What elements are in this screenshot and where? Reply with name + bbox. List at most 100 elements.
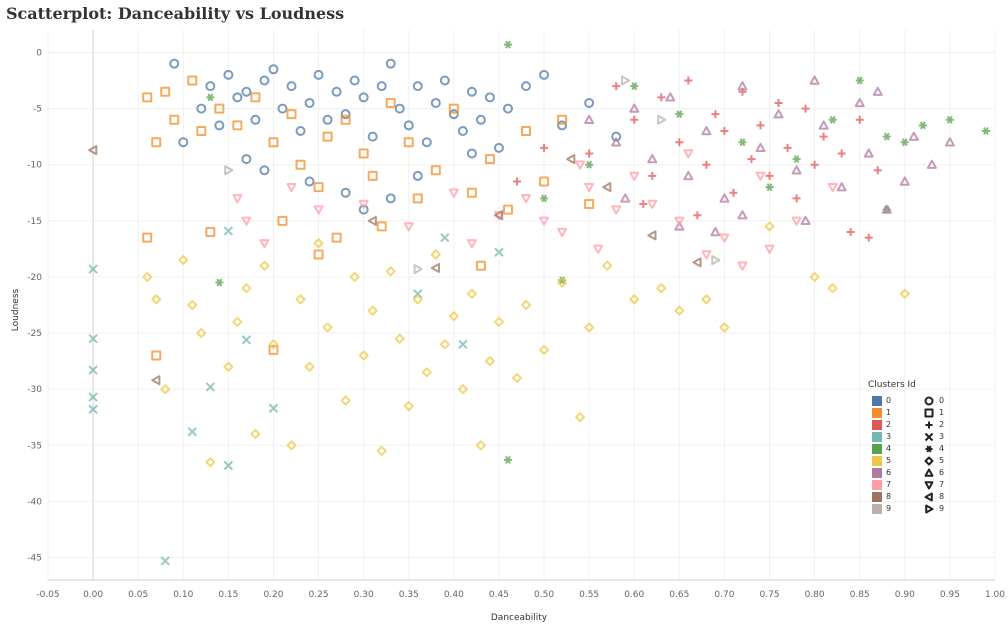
legend-marker (925, 504, 934, 514)
data-point-cluster-3 (241, 335, 252, 345)
data-point-cluster-5 (385, 266, 396, 277)
data-point-cluster-1 (521, 126, 532, 137)
data-point-cluster-1 (214, 103, 225, 114)
data-point-cluster-0 (286, 81, 297, 92)
data-point-cluster-1 (277, 215, 288, 226)
legend-shape-triangle-left-icon (924, 492, 933, 502)
data-point-cluster-2 (801, 104, 810, 113)
data-point-cluster-0 (484, 92, 495, 103)
data-point-cluster-0 (205, 81, 216, 92)
data-point-cluster-2 (837, 149, 846, 158)
data-point-cluster-2 (765, 171, 774, 180)
data-point-cluster-3 (440, 232, 450, 243)
legend-shape-label: 6 (939, 468, 945, 477)
data-point-cluster-0 (412, 81, 423, 92)
data-point-cluster-5 (295, 294, 306, 305)
legend-shape-triangle-right-icon (925, 504, 934, 514)
data-point-cluster-4 (945, 115, 954, 124)
x-tick-label: 0.25 (309, 590, 329, 600)
data-point-cluster-7 (647, 199, 658, 209)
legend-shape-asterisk-icon (925, 445, 933, 453)
data-point-cluster-7 (232, 194, 243, 204)
data-point-cluster-3 (160, 556, 170, 566)
data-point-cluster-2 (585, 149, 594, 158)
y-axis-title: Loudness (11, 288, 21, 331)
data-point-cluster-5 (674, 305, 685, 316)
data-point-cluster-4 (630, 82, 639, 91)
data-point-cluster-1 (313, 182, 324, 193)
data-point-cluster-7 (827, 182, 838, 193)
data-point-cluster-0 (403, 120, 414, 131)
data-point-cluster-7 (539, 216, 550, 226)
data-point-cluster-7 (403, 222, 414, 232)
data-point-cluster-5 (412, 294, 423, 305)
data-point-cluster-0 (241, 154, 252, 165)
data-point-cluster-3 (187, 427, 198, 437)
legend-swatch-6 (872, 468, 882, 478)
data-point-cluster-4 (503, 455, 512, 464)
data-point-cluster-3 (88, 264, 98, 274)
legend-shape-circle-icon (924, 396, 934, 406)
data-point-cluster-5 (250, 429, 261, 440)
legend-shape-label: 3 (939, 432, 945, 441)
data-point-cluster-1 (268, 137, 279, 148)
data-point-cluster-5 (439, 339, 450, 350)
legend-color-label: 9 (886, 504, 892, 513)
data-point-cluster-2 (774, 98, 783, 107)
data-point-cluster-0 (232, 92, 243, 103)
data-point-cluster-5 (584, 322, 595, 333)
data-point-cluster-1 (331, 232, 342, 243)
data-point-cluster-0 (259, 75, 270, 86)
data-point-cluster-2 (810, 160, 819, 169)
data-point-cluster-0 (367, 131, 378, 142)
legend-color-label: 2 (886, 420, 892, 429)
data-point-cluster-5 (205, 457, 216, 468)
data-point-cluster-1 (286, 109, 297, 120)
data-point-cluster-2 (657, 93, 666, 102)
data-point-cluster-1 (430, 165, 441, 176)
data-point-cluster-5 (340, 395, 351, 406)
data-point-cluster-3 (494, 247, 504, 257)
x-tick-label: 0.85 (850, 590, 870, 600)
x-tick-label: 0.80 (805, 590, 825, 600)
legend-swatch-7 (872, 480, 882, 490)
legend-shape-label: 7 (939, 480, 945, 489)
data-point-cluster-5 (484, 356, 495, 367)
data-point-cluster-5 (557, 277, 568, 288)
data-point-cluster-3 (223, 226, 234, 236)
data-point-cluster-1 (340, 114, 351, 125)
data-point-cluster-6 (674, 221, 685, 231)
data-point-cluster-0 (349, 75, 360, 86)
data-point-cluster-2 (540, 143, 549, 152)
data-point-cluster-7 (521, 194, 532, 204)
data-point-cluster-2 (693, 211, 702, 220)
data-point-cluster-5 (457, 384, 468, 395)
data-point-cluster-4 (738, 138, 747, 147)
x-tick-label: 0.15 (218, 590, 238, 600)
data-point-cluster-5 (511, 372, 522, 383)
data-point-cluster-0 (304, 176, 315, 187)
data-point-cluster-8 (430, 262, 441, 273)
data-point-cluster-5 (376, 445, 387, 456)
data-point-cluster-0 (223, 69, 234, 80)
data-point-cluster-0 (448, 109, 459, 120)
data-point-cluster-7 (241, 216, 252, 226)
data-point-cluster-5 (241, 283, 252, 294)
data-point-cluster-5 (268, 339, 279, 350)
data-point-cluster-6 (611, 137, 622, 147)
legend-shape-label: 2 (939, 420, 945, 429)
data-point-cluster-0 (466, 148, 477, 159)
data-point-cluster-5 (764, 221, 775, 232)
data-point-cluster-5 (656, 283, 667, 294)
legend-shape-triangle-up-icon (924, 468, 934, 477)
data-point-cluster-3 (88, 404, 98, 415)
data-point-cluster-5 (466, 288, 477, 299)
data-point-cluster-2 (846, 228, 855, 237)
data-point-cluster-1 (358, 148, 369, 159)
y-tick-label: 0 (36, 48, 42, 58)
data-point-cluster-1 (557, 114, 568, 125)
x-tick-label: 0.50 (534, 590, 554, 600)
data-point-cluster-1 (385, 97, 396, 108)
data-point-cluster-7 (466, 239, 477, 249)
data-point-cluster-8 (647, 230, 657, 241)
